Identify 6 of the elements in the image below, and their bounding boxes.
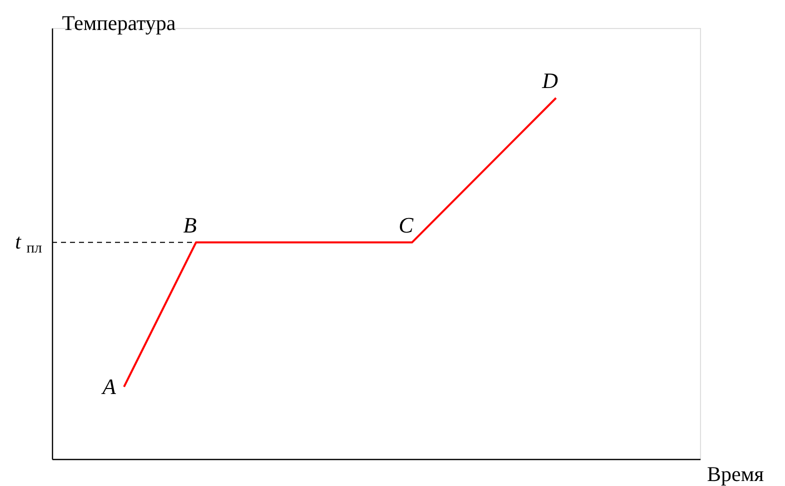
x-axis-title: Время [707,462,764,486]
annotation: C [398,212,414,238]
annotation: B [183,212,197,238]
y-axis-title: Температура [62,11,176,35]
text: D [541,68,558,93]
annotation: A [100,374,117,399]
